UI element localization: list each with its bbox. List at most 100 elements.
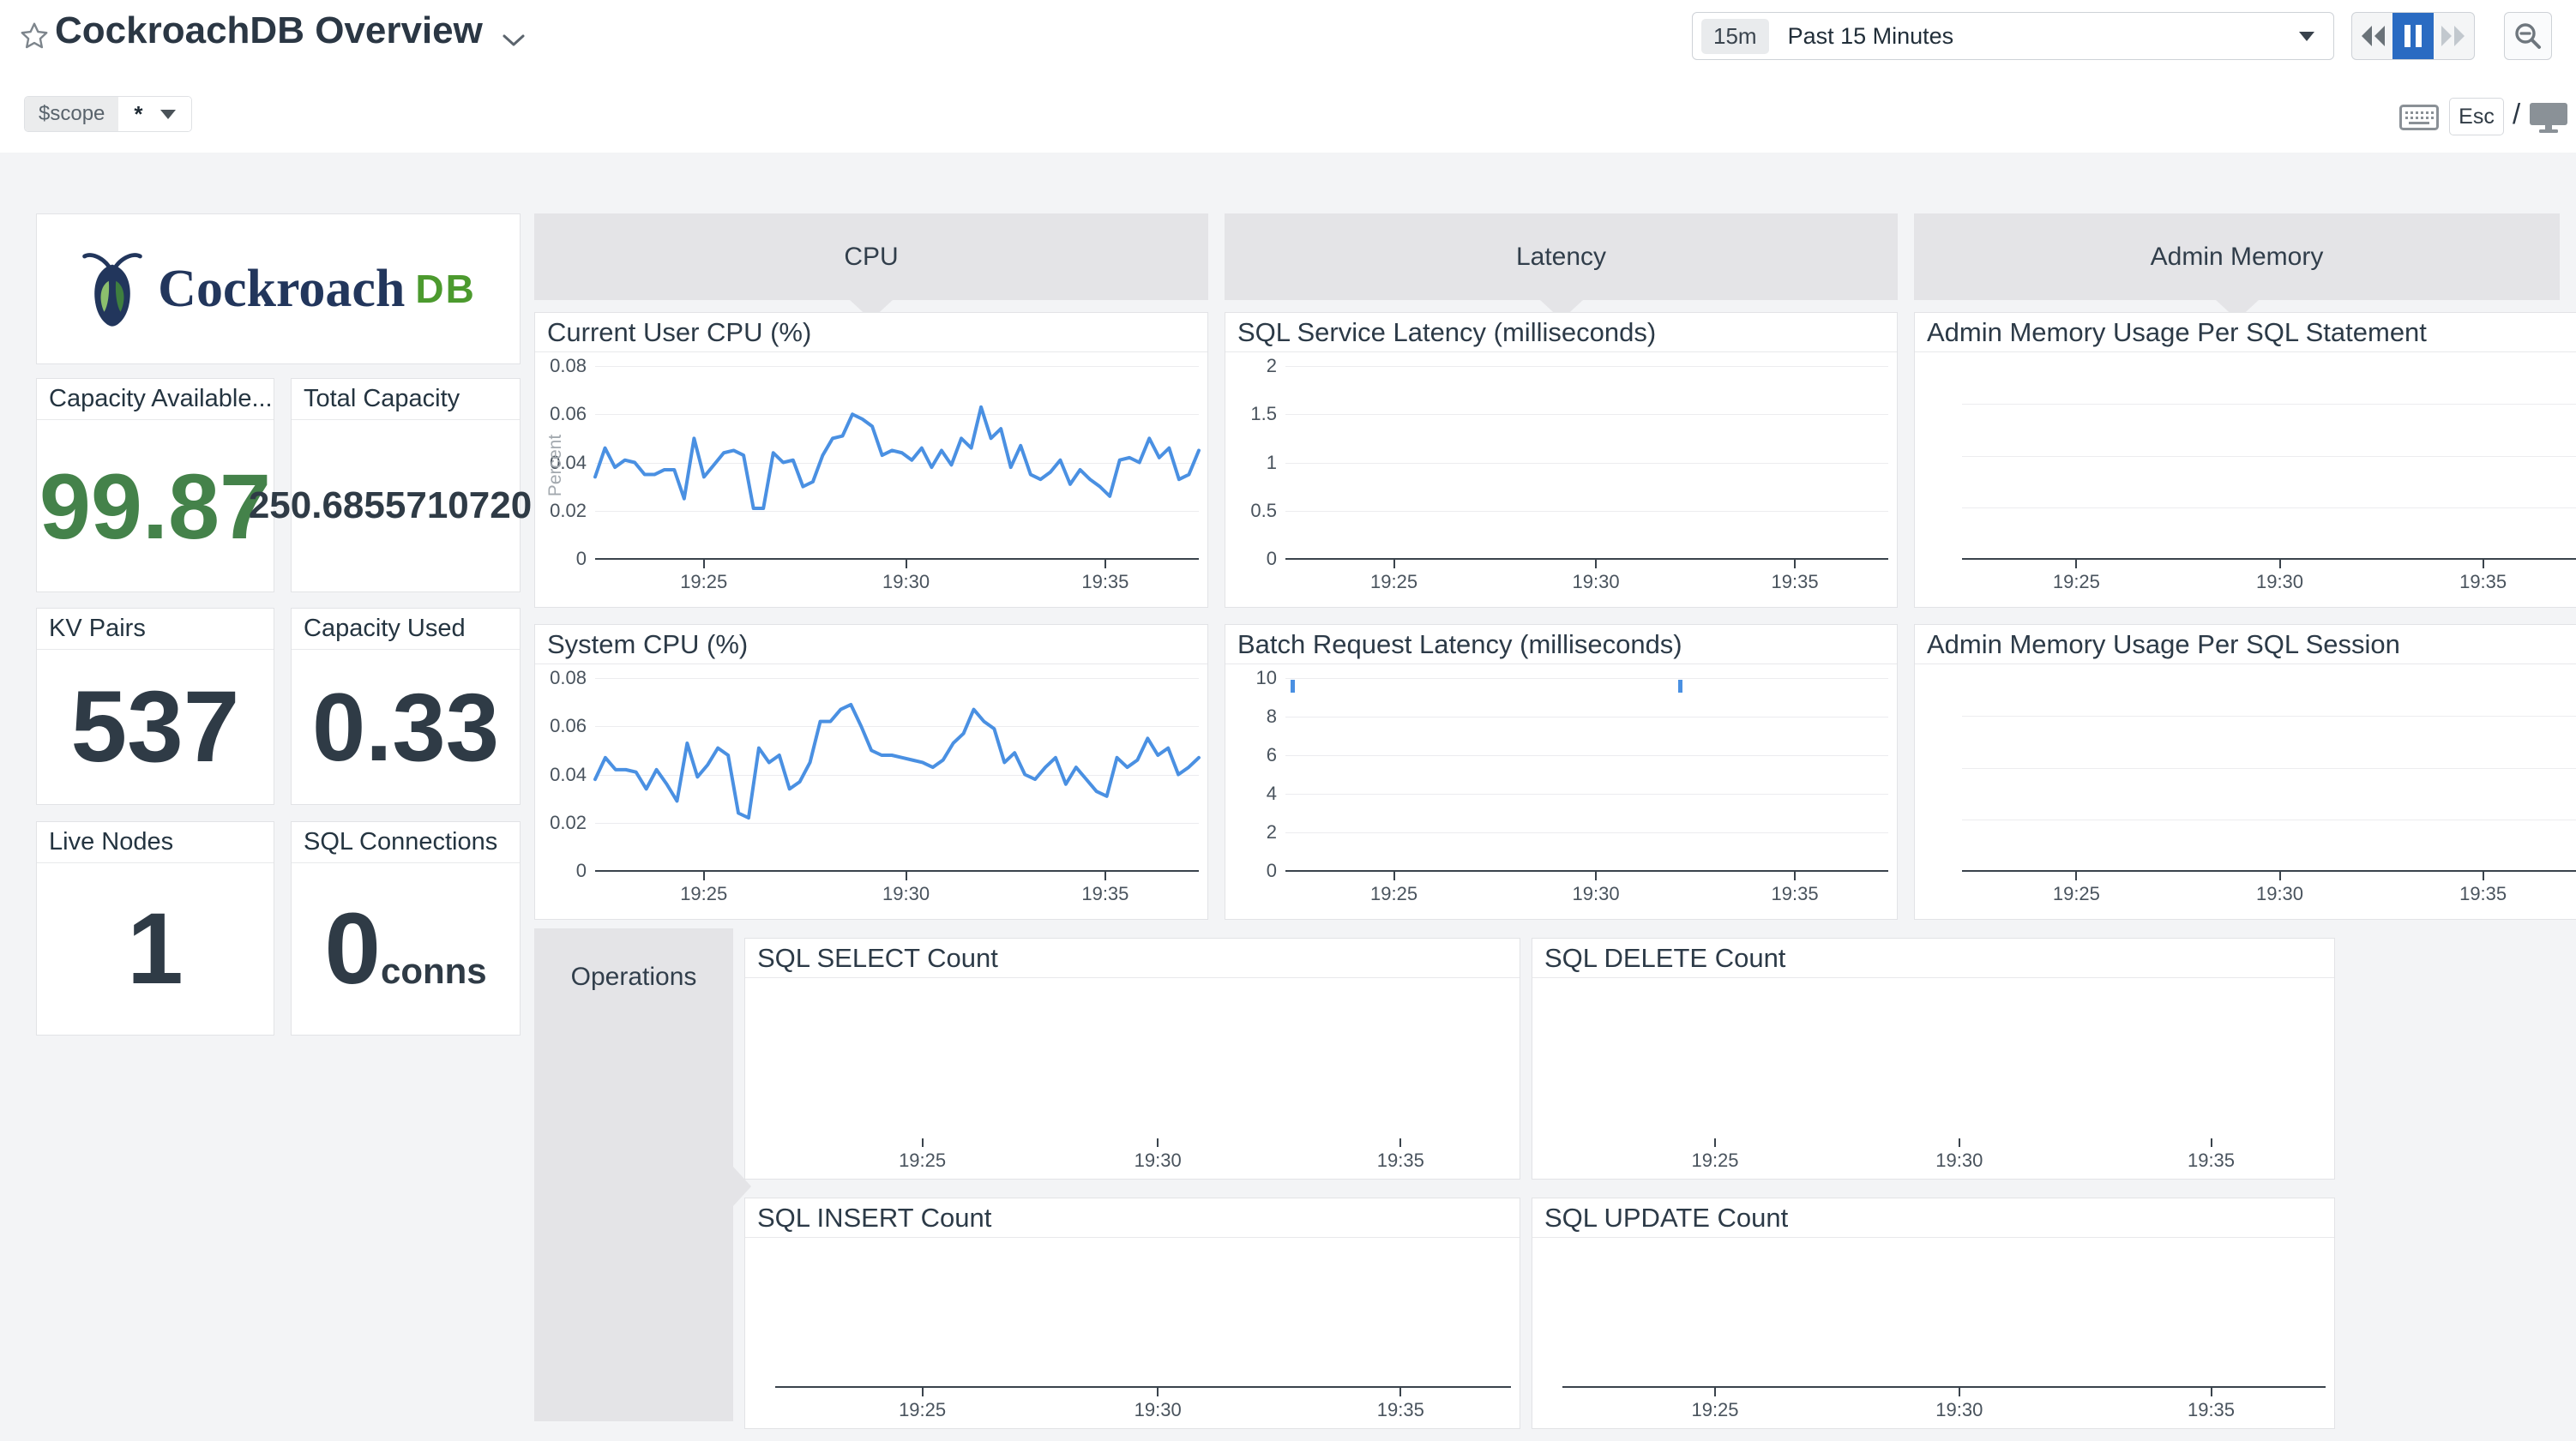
x-axis-tick	[2482, 872, 2484, 880]
scope-variable-value: *	[134, 100, 143, 127]
y-axis-tick-label: 0.02	[550, 811, 587, 833]
line-series	[595, 366, 1199, 559]
card-title: SQL Connections	[292, 822, 520, 863]
chart-title: Current User CPU (%)	[535, 313, 1207, 352]
slash-separator: /	[2513, 98, 2521, 129]
x-axis-tick-label: 19:30	[882, 571, 930, 592]
scope-template-variable[interactable]: $scope *	[24, 96, 192, 132]
time-range-badge: 15m	[1701, 18, 1769, 54]
group-label: Operations	[570, 963, 697, 991]
card-value: 1	[127, 892, 184, 1006]
gridline	[595, 462, 1199, 464]
card-value: 0	[324, 892, 381, 1006]
x-axis-tick	[2210, 1388, 2212, 1396]
card-unit: conns	[380, 951, 487, 991]
gridline	[1285, 832, 1888, 833]
gridline	[595, 366, 1199, 367]
x-axis-tick-label: 19:30	[1935, 1399, 1983, 1420]
card-kv-pairs: KV Pairs 537	[36, 608, 274, 805]
cockroachdb-logo-card: Cockroach DB	[36, 213, 521, 364]
x-axis-tick	[905, 872, 907, 880]
x-axis-tick-label: 19:30	[2255, 571, 2304, 592]
tv-mode-icon[interactable]	[2528, 101, 2569, 138]
star-icon[interactable]	[19, 21, 50, 51]
gridline	[1962, 404, 2576, 405]
card-capacity-used: Capacity Used 0.33	[291, 608, 521, 805]
x-axis-tick	[1794, 872, 1797, 880]
x-axis-tick-label: 19:25	[1370, 883, 1418, 904]
x-axis-tick-label: 19:35	[1376, 1150, 1424, 1171]
zoom-out-button[interactable]	[2504, 12, 2552, 60]
x-axis-tick-label: 19:25	[1691, 1399, 1739, 1420]
chart-title: Admin Memory Usage Per SQL Statement	[1915, 313, 2576, 352]
y-axis-tick-label: 6	[1266, 744, 1277, 766]
chart-current-user-cpu[interactable]: Current User CPU (%) 0.08 0.06 0.04 0.02 0 19:…	[534, 312, 1208, 608]
x-axis-tick-label: 19:25	[680, 571, 728, 592]
x-axis-tick	[2075, 560, 2078, 568]
chart-title: SQL DELETE Count	[1532, 939, 2334, 978]
x-axis-tick	[1399, 1388, 1402, 1396]
chevron-down-icon[interactable]	[501, 33, 527, 52]
gridline	[595, 510, 1199, 512]
y-axis-tick-label: 2	[1266, 355, 1277, 376]
scope-variable-name: $scope	[25, 97, 119, 131]
chart-admin-memory-per-sql-statement[interactable]: Admin Memory Usage Per SQL Statement 19:2…	[1914, 312, 2576, 608]
x-axis-tick-label: 19:35	[1771, 883, 1819, 904]
group-header-admin-memory[interactable]: Admin Memory	[1914, 213, 2560, 320]
y-axis-tick-label: 10	[1255, 667, 1277, 688]
x-axis-tick-label: 19:25	[680, 883, 728, 904]
chart-sql-insert-count[interactable]: SQL INSERT Count 19:25 19:30 19:35	[744, 1198, 1520, 1429]
card-total-capacity: Total Capacity 250.6855710720 GB	[249, 378, 563, 592]
scope-caret-icon	[159, 109, 176, 119]
card-title: Capacity Used	[292, 609, 520, 650]
x-axis-tick	[1714, 1388, 1716, 1396]
gridline	[1962, 716, 2576, 717]
y-axis-tick-label: 1.5	[1250, 403, 1277, 425]
y-axis-tick-label: 8	[1266, 705, 1277, 727]
x-axis-tick	[1958, 1388, 1960, 1396]
x-axis-tick-label: 19:25	[899, 1399, 947, 1420]
x-axis-tick-label: 19:25	[2052, 571, 2100, 592]
time-range-selector[interactable]: 15m Past 15 Minutes	[1692, 12, 2334, 60]
chart-batch-request-latency[interactable]: Batch Request Latency (milliseconds) 10 8 6…	[1225, 624, 1898, 920]
chart-title: SQL SELECT Count	[745, 939, 1520, 978]
gridline	[595, 774, 1199, 776]
y-axis-tick-label: 0.06	[550, 403, 587, 425]
y-axis-title: Percent	[545, 435, 565, 497]
y-axis-tick-label: 0	[575, 548, 587, 569]
group-header-latency[interactable]: Latency	[1225, 213, 1898, 320]
fast-forward-button[interactable]	[2434, 13, 2474, 59]
dropdown-caret-icon	[2299, 31, 2314, 41]
x-axis-line	[1962, 558, 2576, 560]
chart-sql-service-latency[interactable]: SQL Service Latency (milliseconds) 2 1.5 1 0…	[1225, 312, 1898, 608]
card-value: 0.33	[312, 673, 499, 781]
x-axis-line	[595, 558, 1199, 560]
group-header-operations[interactable]: Operations	[534, 928, 751, 1421]
x-axis-tick-label: 19:30	[2255, 883, 2304, 904]
y-axis-tick-label: 2	[1266, 821, 1277, 843]
group-header-cpu[interactable]: CPU	[534, 213, 1208, 320]
x-axis-tick-label: 19:30	[1134, 1150, 1182, 1171]
chart-system-cpu[interactable]: System CPU (%) 0.08 0.06 0.04 0.02 0 19:25 19:3…	[534, 624, 1208, 920]
x-axis-tick-label: 19:25	[2052, 883, 2100, 904]
chart-sql-update-count[interactable]: SQL UPDATE Count 19:25 19:30 19:35	[1532, 1198, 2335, 1429]
x-axis-tick	[1393, 560, 1395, 568]
x-axis-tick-label: 19:35	[2187, 1399, 2236, 1420]
rewind-button[interactable]	[2352, 13, 2392, 59]
gridline	[1962, 507, 2576, 508]
card-sql-connections: SQL Connections 0 conns	[291, 821, 521, 1036]
x-axis-tick-label: 19:25	[899, 1150, 947, 1171]
data-spike-marker	[1291, 680, 1296, 693]
chart-sql-select-count[interactable]: SQL SELECT Count 19:25 19:30 19:35	[744, 938, 1520, 1180]
chart-sql-delete-count[interactable]: SQL DELETE Count 19:25 19:30 19:35	[1532, 938, 2335, 1180]
page-title[interactable]: CockroachDB Overview	[55, 9, 483, 51]
gridline	[595, 726, 1199, 728]
x-axis-tick-label: 19:25	[1370, 571, 1418, 592]
group-label: CPU	[844, 242, 899, 271]
x-axis-tick-label: 19:30	[882, 883, 930, 904]
gridline	[1285, 794, 1888, 795]
chart-admin-memory-per-sql-session[interactable]: Admin Memory Usage Per SQL Session 19:25 1…	[1914, 624, 2576, 920]
y-axis-tick-label: 0.5	[1250, 499, 1277, 521]
pause-button[interactable]	[2392, 13, 2434, 59]
